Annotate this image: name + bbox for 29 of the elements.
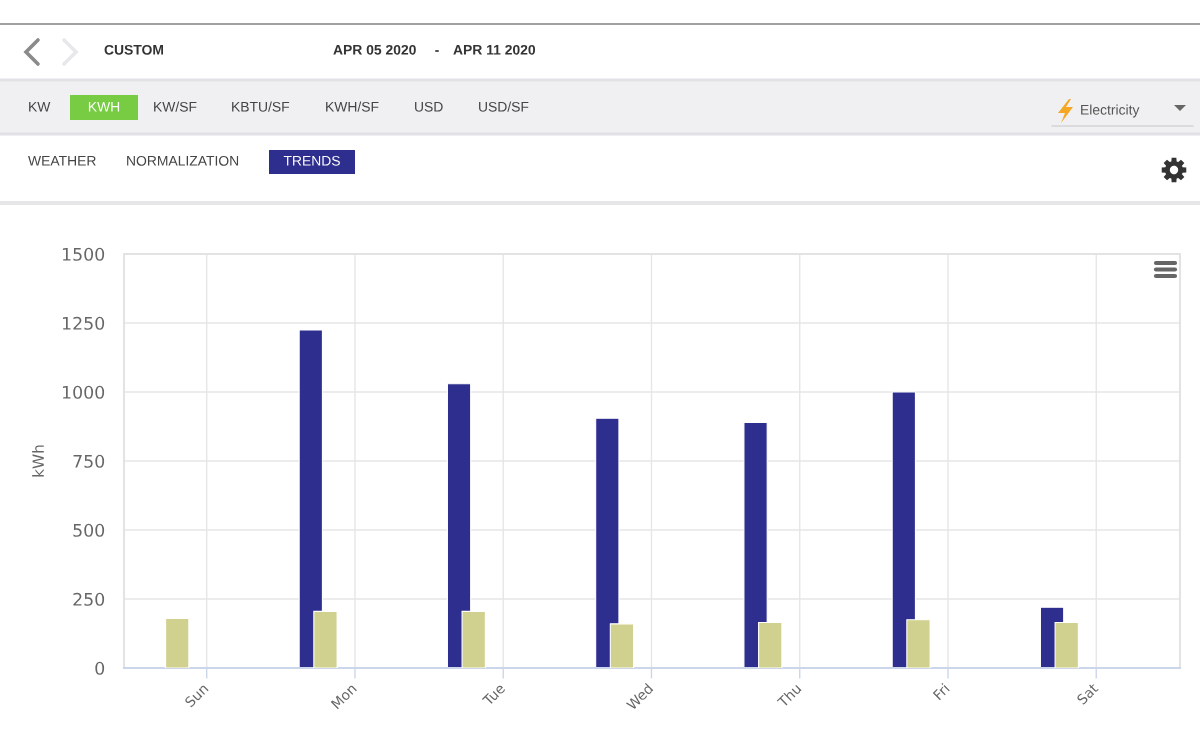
text: TRENDS <box>283 155 340 166</box>
x-tick-label: Fri <box>932 682 950 701</box>
x-tick-label: Thu <box>776 682 802 709</box>
text: Electricity <box>1081 104 1140 118</box>
bar <box>165 617 190 668</box>
text: USD <box>415 101 443 112</box>
text: CUSTOM <box>104 44 164 55</box>
y-tick-label: 500 <box>73 523 105 537</box>
x-tick-label: Sat <box>1076 682 1099 706</box>
y-tick-label: 250 <box>73 592 105 606</box>
text: APR 11 2020 <box>453 44 536 55</box>
y-axis-title: kWh <box>32 445 44 477</box>
text: KW <box>29 102 51 112</box>
text: APR 05 2020 <box>333 44 416 55</box>
y-tick-label: 1500 <box>62 247 105 261</box>
text: WEATHER <box>28 156 96 166</box>
y-tick-label: 0 <box>95 661 105 675</box>
text: KW/SF <box>154 101 197 112</box>
x-tick-label: Tue <box>481 682 506 707</box>
text: USD/SF <box>479 101 529 112</box>
text: KWH/SF <box>326 101 379 112</box>
y-tick-label: 1000 <box>62 385 105 399</box>
text: KWH <box>88 102 120 112</box>
y-tick-label: 1250 <box>62 316 105 330</box>
y-tick-label: 750 <box>73 454 105 468</box>
text: KBTU/SF <box>232 101 290 112</box>
text: - <box>435 50 439 52</box>
text: NORMALIZATION <box>127 155 239 166</box>
x-tick-label: Sun <box>184 683 209 708</box>
